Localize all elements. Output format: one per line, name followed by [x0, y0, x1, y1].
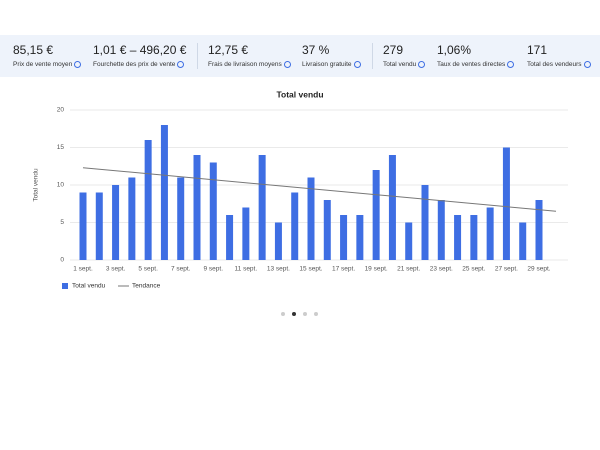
- stat-label: Total vendu: [383, 61, 417, 68]
- bar: [340, 215, 348, 260]
- x-tick-label: 15 sept.: [299, 266, 322, 273]
- bar: [437, 200, 445, 260]
- stat: 1,06% Taux de ventes directes: [437, 43, 515, 68]
- x-tick-label: 23 sept.: [430, 266, 453, 273]
- bar: [274, 222, 282, 260]
- stat-label: Taux de ventes directes: [437, 61, 506, 68]
- x-tick-label: 29 sept.: [527, 266, 550, 273]
- bar: [144, 140, 152, 260]
- stat-label-row: Total vendu: [383, 61, 426, 68]
- legend-label: Total vendu: [72, 283, 106, 290]
- stat-label-row: Taux de ventes directes: [437, 61, 515, 68]
- x-tick-label: 9 sept.: [204, 266, 224, 273]
- x-tick-label: 13 sept.: [267, 266, 290, 273]
- stat: 37 % Livraison gratuite: [302, 43, 361, 68]
- info-icon[interactable]: [507, 61, 515, 68]
- stat-value: 279: [383, 43, 404, 57]
- x-tick-label: 5 sept.: [138, 266, 158, 273]
- bar: [177, 177, 185, 260]
- stat-label-row: Frais de livraison moyens: [208, 61, 291, 68]
- bar: [405, 222, 413, 260]
- stat: 85,15 € Prix de vente moyen: [13, 43, 82, 68]
- page-dot-active[interactable]: [292, 312, 296, 316]
- stat-label-row: Fourchette des prix de vente: [93, 61, 186, 68]
- bar: [372, 170, 380, 260]
- legend-swatch: [62, 283, 68, 289]
- bar: [519, 222, 527, 260]
- stat-value: 171: [527, 43, 548, 57]
- x-tick-label: 19 sept.: [365, 266, 388, 273]
- stat-label: Prix de vente moyen: [13, 61, 73, 68]
- x-tick-label: 25 sept.: [462, 266, 485, 273]
- bar: [226, 215, 234, 260]
- x-tick-label: 11 sept.: [235, 266, 258, 273]
- bar: [160, 125, 168, 260]
- stat: 279 Total vendu: [383, 43, 426, 68]
- x-tick-label: 3 sept.: [106, 266, 126, 273]
- x-tick-label: 27 sept.: [495, 266, 518, 273]
- y-tick-label: 5: [60, 219, 64, 226]
- x-tick-label: 7 sept.: [171, 266, 191, 273]
- stat-label: Frais de livraison moyens: [208, 61, 282, 68]
- stat-value: 12,75 €: [208, 43, 249, 57]
- trend-line: [82, 167, 557, 212]
- bar: [388, 155, 396, 260]
- stat-value: 37 %: [302, 43, 330, 57]
- stat-label-row: Total des vendeurs: [527, 61, 591, 68]
- y-tick-label: 20: [57, 107, 65, 114]
- stat-label-row: Livraison gratuite: [302, 61, 361, 68]
- y-tick-label: 0: [60, 257, 64, 264]
- bar: [356, 215, 364, 260]
- bar: [95, 192, 103, 260]
- page-dot[interactable]: [314, 312, 318, 316]
- stat: 171 Total des vendeurs: [527, 43, 591, 68]
- bar: [258, 155, 266, 260]
- info-icon[interactable]: [283, 61, 291, 68]
- stat-value: 1,06%: [437, 43, 472, 57]
- x-tick-label: 1 sept.: [73, 266, 93, 273]
- separator: [197, 43, 198, 69]
- x-tick-label: 21 sept.: [397, 266, 420, 273]
- stat-label: Total des vendeurs: [527, 61, 582, 68]
- bar: [454, 215, 462, 260]
- y-tick-label: 15: [57, 144, 65, 151]
- bar: [242, 207, 250, 260]
- bar: [291, 192, 299, 260]
- bar: [193, 155, 201, 260]
- bar: [112, 185, 120, 260]
- bar: [79, 192, 87, 260]
- page-dot[interactable]: [281, 312, 285, 316]
- page-dot[interactable]: [303, 312, 307, 316]
- info-icon[interactable]: [177, 61, 185, 68]
- info-icon[interactable]: [74, 61, 82, 68]
- stat-value: 85,15 €: [13, 43, 54, 57]
- info-icon[interactable]: [353, 61, 361, 68]
- chart-title: Total vendu: [276, 89, 323, 99]
- stat: 12,75 € Frais de livraison moyens: [208, 43, 291, 68]
- bar: [307, 177, 315, 260]
- legend-label: Tendance: [132, 283, 161, 290]
- bar: [323, 200, 331, 260]
- stat: 1,01 € – 496,20 € Fourchette des prix de …: [93, 43, 186, 68]
- info-icon[interactable]: [583, 61, 591, 68]
- stat-label-row: Prix de vente moyen: [13, 61, 82, 68]
- stat-label: Fourchette des prix de vente: [93, 61, 176, 68]
- stats-bar: 85,15 € Prix de vente moyen 1,01 € – 496,2…: [0, 35, 600, 77]
- stat-value: 1,01 € – 496,20 €: [93, 43, 187, 57]
- bar: [470, 215, 478, 260]
- y-tick-label: 10: [57, 182, 65, 189]
- y-axis-label: Total vendu: [33, 168, 40, 202]
- bar: [209, 162, 217, 260]
- bar: [486, 207, 494, 260]
- bar: [535, 200, 543, 260]
- bar: [502, 147, 510, 260]
- x-tick-label: 17 sept.: [332, 266, 355, 273]
- info-icon[interactable]: [418, 61, 426, 68]
- bar: [128, 177, 136, 260]
- separator: [372, 43, 373, 69]
- stat-label: Livraison gratuite: [302, 61, 352, 68]
- bar: [421, 185, 429, 260]
